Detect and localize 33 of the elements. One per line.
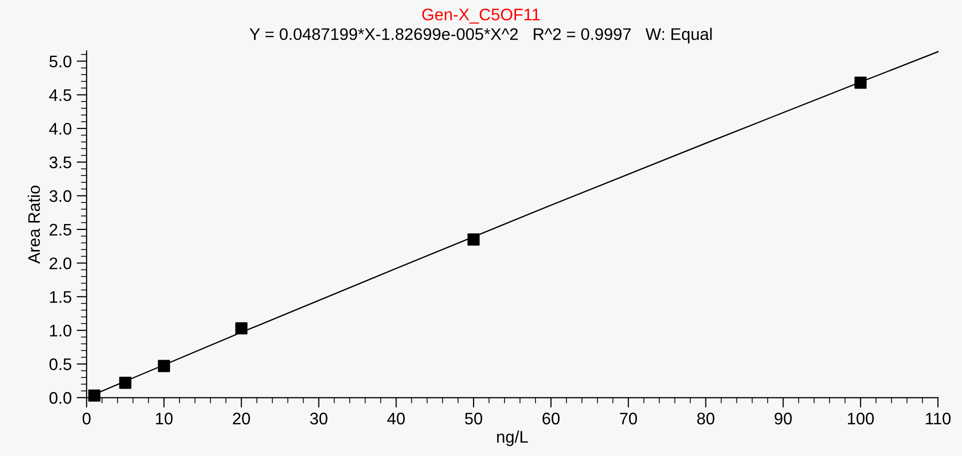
y-axis-title: Area Ratio bbox=[28, 186, 40, 264]
point bbox=[88, 390, 100, 402]
x-tick-label: 80 bbox=[697, 412, 714, 424]
x-tick-label: 0 bbox=[82, 412, 91, 424]
y-tick-label: 2.5 bbox=[50, 224, 72, 236]
y-tick-label: 1.5 bbox=[50, 291, 72, 303]
x-tick-label: 10 bbox=[156, 412, 173, 424]
y-tick-label: 0.0 bbox=[49, 392, 72, 404]
x-tick-label: 20 bbox=[232, 412, 250, 424]
y-tick-label: 4.5 bbox=[49, 89, 72, 102]
x-tick-label: 100 bbox=[848, 412, 874, 424]
x-tick-label: 90 bbox=[774, 412, 792, 424]
y-tick-label: 3.0 bbox=[49, 190, 72, 202]
y-tick-label: 5.0 bbox=[49, 56, 72, 68]
point bbox=[119, 376, 132, 389]
point bbox=[854, 76, 867, 89]
x-tick-label: 70 bbox=[620, 412, 637, 424]
x-tick-label: 110 bbox=[926, 412, 951, 424]
y-tick-label: 0.5 bbox=[49, 358, 72, 370]
y-tick-label: 4.0 bbox=[49, 122, 72, 135]
x-tick-label: 30 bbox=[310, 412, 328, 424]
x-axis-title: ng/L bbox=[497, 430, 528, 446]
x-tick-label: 40 bbox=[387, 412, 405, 424]
chart-subtitle: Y = 0.0487199*X-1.82699e-005*X^2 R^2 = 0.9997 W: Equal bbox=[250, 28, 712, 44]
point bbox=[158, 360, 170, 372]
point bbox=[235, 322, 248, 334]
y-tick-label: 3.5 bbox=[49, 156, 72, 168]
x-tick-label: 50 bbox=[464, 412, 482, 424]
y-tick-label: 2.0 bbox=[50, 257, 72, 270]
chart-title: Gen-X_C5OF11 bbox=[422, 8, 540, 24]
x-tick-label: 60 bbox=[542, 412, 560, 424]
point bbox=[467, 233, 480, 246]
y-tick-label: 1.0 bbox=[50, 324, 72, 337]
